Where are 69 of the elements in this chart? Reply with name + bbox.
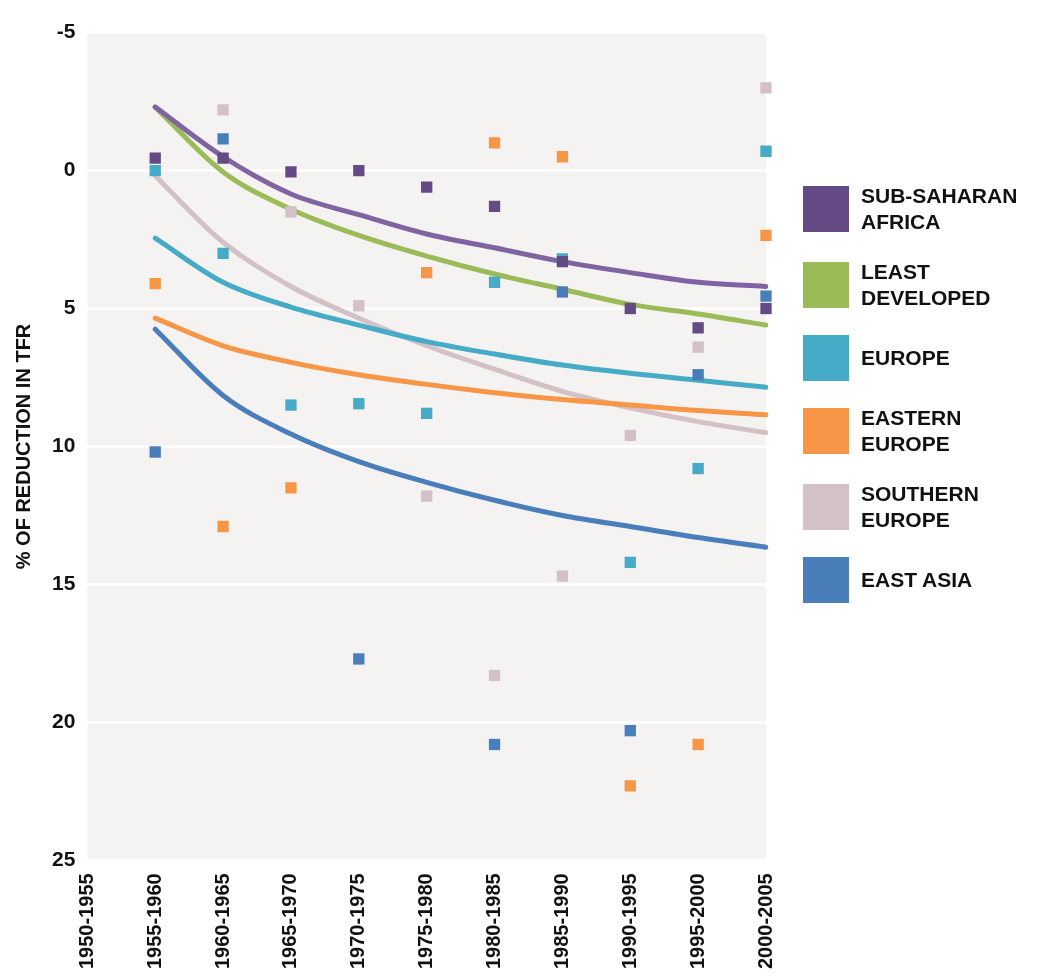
legend-label: EASTERN EUROPE (861, 405, 963, 457)
point (692, 322, 704, 334)
point (556, 151, 569, 163)
point (624, 780, 636, 792)
point (624, 429, 636, 442)
y-tick-label: -5 (56, 19, 76, 43)
y-tick-label: 20 (52, 709, 76, 733)
point (692, 462, 704, 475)
point (353, 653, 365, 665)
point (692, 738, 704, 751)
x-tick-label: 1955-1960 (142, 873, 165, 970)
point (421, 181, 433, 193)
point (149, 278, 161, 290)
x-tick-label: 1950-1955 (74, 873, 97, 970)
x-tick-label: 1995-2000 (685, 873, 708, 970)
point (353, 300, 365, 312)
x-tick-label: 1985-1990 (549, 873, 572, 970)
y-tick-label: 15 (52, 571, 76, 595)
point (488, 276, 501, 288)
point (760, 229, 772, 242)
x-tick-label: 2000-2005 (753, 873, 776, 970)
point (760, 302, 772, 315)
point (488, 200, 501, 213)
y-tick-label: 5 (63, 295, 76, 319)
point (285, 482, 297, 494)
point (760, 82, 772, 94)
point (760, 290, 772, 302)
y-tick-label: 10 (52, 433, 76, 457)
point (692, 369, 704, 381)
point (624, 725, 636, 737)
point (149, 164, 161, 177)
legend-label: EUROPE (861, 345, 951, 371)
x-tick-label: 1960-1965 (210, 873, 233, 970)
legend-label: EAST ASIA (861, 567, 974, 593)
point (353, 164, 365, 177)
point (285, 399, 297, 411)
x-tick-label: 1990-1995 (617, 873, 640, 970)
point (488, 738, 501, 751)
point (421, 490, 433, 502)
point (353, 398, 365, 410)
legend-label: SUB-SAHARAN AFRICA (861, 183, 1019, 235)
x-tick-label: 1970-1975 (346, 873, 369, 970)
point (488, 669, 501, 682)
point (421, 266, 433, 279)
point (760, 145, 772, 157)
point (624, 302, 636, 315)
x-tick-label: 1965-1970 (278, 873, 301, 970)
point (217, 520, 229, 533)
point (149, 152, 161, 164)
x-tick-label: 1980-1985 (482, 873, 505, 970)
point (624, 556, 636, 569)
x-tick-label: 1975-1980 (414, 873, 437, 970)
point (217, 247, 229, 259)
point (149, 446, 161, 458)
point (692, 341, 704, 353)
point (217, 133, 229, 145)
legend-label: SOUTHERN EUROPE (861, 481, 980, 533)
legend-label: LEAST DEVELOPED (861, 259, 992, 311)
point (285, 206, 297, 218)
point (488, 137, 501, 149)
point (421, 407, 433, 420)
y-axis-title: % OF REDUCTION IN TFR (11, 323, 34, 570)
y-tick-label: 0 (63, 157, 76, 181)
point (556, 570, 569, 582)
point (217, 152, 229, 164)
point (217, 104, 229, 116)
point (556, 286, 569, 298)
point (285, 166, 297, 178)
y-tick-label: 25 (52, 847, 76, 871)
